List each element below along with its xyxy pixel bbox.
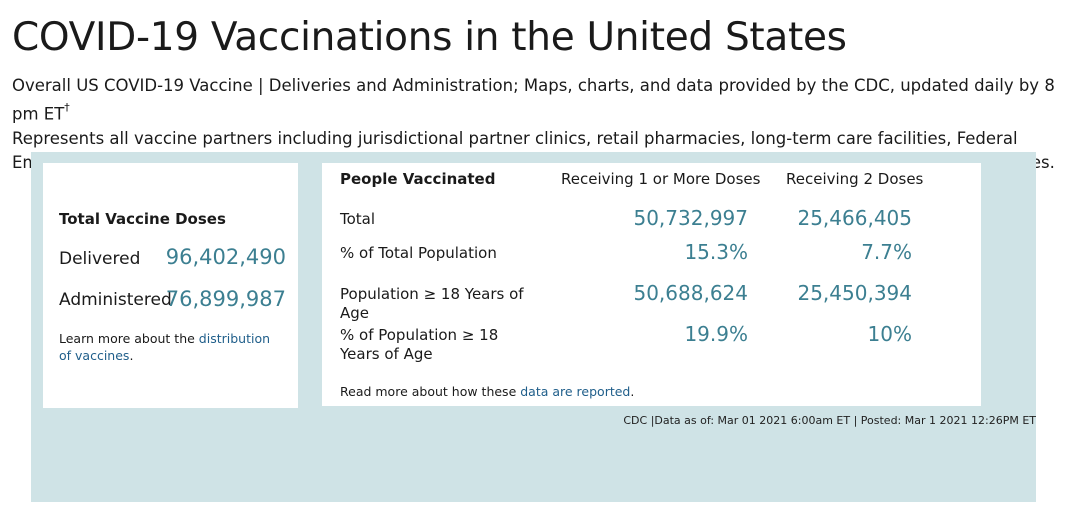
total-doses-card: Total Vaccine Doses Delivered 96,402,490… [43,163,298,408]
delivered-value: 96,402,490 [165,245,286,269]
pct-total-one-dose-value: 15.3% [684,240,748,264]
vaccination-data-panel: Total Vaccine Doses Delivered 96,402,490… [31,152,1036,502]
delivered-label: Delivered [59,249,141,269]
distribution-note-period: . [129,348,134,363]
data-reporting-note-text: Read more about how these [340,384,521,399]
pct-total-two-dose-value: 7.7% [861,240,912,264]
distribution-note: Learn more about the distribution of vac… [59,330,284,364]
distribution-link[interactable]: distribution of vaccines [59,331,271,363]
row-label-pct-adult: % of Population ≥ 18 Years of Age [340,326,499,363]
page-title: COVID-19 Vaccinations in the United Stat… [12,15,847,60]
intro-summary-text: Overall US COVID-19 Vaccine | Deliveries… [12,76,1055,124]
data-timestamp-text: CDC |Data as of: Mar 01 2021 6:00am ET |… [623,414,1036,427]
total-one-dose-value: 50,732,997 [633,206,748,230]
data-timestamp: CDC |Data as of: Mar 01 2021 6:00am ET |… [31,414,1036,427]
dagger-footnote-mark: † [64,101,70,114]
total-doses-heading: Total Vaccine Doses [59,210,226,228]
administered-label: Administered [59,290,172,310]
column-header-one-or-more: Receiving 1 or More Doses [561,170,761,188]
data-reporting-note: Read more about how these data are repor… [340,383,634,400]
administered-value: 76,899,987 [165,287,286,311]
data-reported-link[interactable]: data are reported [520,384,631,399]
distribution-note-text: Learn more about the [59,331,199,346]
intro-summary: Overall US COVID-19 Vaccine | Deliveries… [12,74,1074,127]
row-label-pct-total: % of Total Population [340,244,497,262]
column-header-two-doses: Receiving 2 Doses [786,170,924,188]
people-vaccinated-heading: People Vaccinated [340,170,496,188]
total-two-dose-value: 25,466,405 [797,206,912,230]
pct-adult-two-dose-value: 10% [867,322,912,346]
row-label-total: Total [340,210,376,228]
adult-one-dose-value: 50,688,624 [633,281,748,305]
adult-two-dose-value: 25,450,394 [797,281,912,305]
row-label-adult-population: Population ≥ 18 Years of Age [340,285,524,322]
data-reporting-note-period: . [630,384,635,399]
people-vaccinated-card: People Vaccinated Receiving 1 or More Do… [322,163,981,406]
pct-adult-one-dose-value: 19.9% [684,322,748,346]
